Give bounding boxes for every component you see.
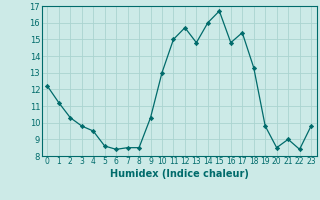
X-axis label: Humidex (Indice chaleur): Humidex (Indice chaleur) [110, 169, 249, 179]
